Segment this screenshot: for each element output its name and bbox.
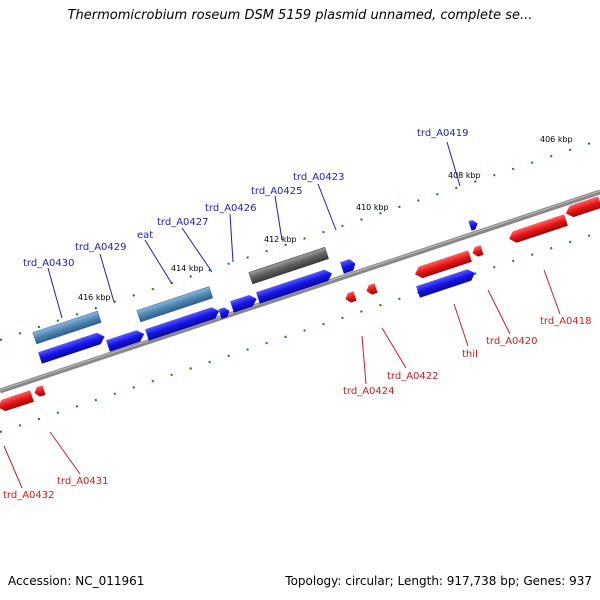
gene-label[interactable]: trd_A0431 <box>57 476 109 487</box>
forward-gene-arrow[interactable] <box>145 305 221 341</box>
forward-gene-arrow[interactable] <box>38 331 106 364</box>
forward-gene-arrow[interactable] <box>340 258 357 274</box>
gene-label[interactable]: trd_A0427 <box>157 217 209 228</box>
gene-label[interactable]: trd_A0430 <box>23 258 75 269</box>
reverse-gene-arrow[interactable] <box>0 390 34 413</box>
accession-text: Accession: NC_011961 <box>8 574 145 588</box>
forward-gene-arrow[interactable] <box>230 293 258 313</box>
feature-steel-left[interactable] <box>32 310 102 345</box>
reverse-gene-arrow[interactable] <box>33 385 46 398</box>
tick-row-outer <box>0 139 600 341</box>
reverse-gene-arrow[interactable] <box>413 250 472 280</box>
gene-label[interactable]: thiI <box>462 349 478 360</box>
forward-gene-arrow[interactable] <box>218 306 231 319</box>
forward-gene-arrow[interactable] <box>106 328 146 352</box>
feature-steel-right[interactable] <box>136 286 214 323</box>
gene-label[interactable]: trd_A0432 <box>3 490 55 501</box>
gene-label[interactable]: trd_A0424 <box>343 386 395 397</box>
reverse-gene-arrow[interactable] <box>507 214 568 244</box>
gene-label[interactable]: trd_A0425 <box>251 186 303 197</box>
gene-label[interactable]: trd_A0429 <box>75 242 127 253</box>
gene-label[interactable]: trd_A0422 <box>387 371 439 382</box>
reverse-gene-arrow[interactable] <box>471 245 484 258</box>
forward-gene-arrow[interactable] <box>256 268 334 304</box>
scale-label: 410 kbp <box>356 203 389 212</box>
scale-label: 412 kbp <box>264 235 297 244</box>
reverse-leaders <box>3 269 561 489</box>
forward-gene-arrow[interactable] <box>416 267 477 298</box>
reverse-gene-arrow[interactable] <box>564 196 600 219</box>
scale-label: 414 kbp <box>171 264 204 273</box>
gene-label[interactable]: trd_A0426 <box>205 203 257 214</box>
gene-label[interactable]: trd_A0419 <box>417 128 469 139</box>
backbone-highlight <box>0 190 600 391</box>
gene-label[interactable]: eat <box>137 230 153 241</box>
gene-label[interactable]: trd_A0418 <box>540 316 592 327</box>
backbone-line <box>0 189 600 394</box>
reverse-gene-arrow[interactable] <box>344 291 357 304</box>
genome-summary-text: Topology: circular; Length: 917,738 bp; … <box>285 574 592 588</box>
scale-label: 408 kbp <box>448 171 481 180</box>
gene-label[interactable]: trd_A0423 <box>293 172 345 183</box>
scale-label: 416 kbp <box>78 293 111 302</box>
gene-label[interactable]: trd_A0420 <box>486 336 538 347</box>
forward-leaders <box>47 141 461 319</box>
forward-gene-arrow[interactable] <box>468 219 479 231</box>
map-title: Thermomicrobium roseum DSM 5159 plasmid … <box>67 8 533 23</box>
reverse-gene-arrow[interactable] <box>365 283 378 296</box>
feature-grey[interactable] <box>248 247 329 285</box>
scale-label: 406 kbp <box>540 135 573 144</box>
